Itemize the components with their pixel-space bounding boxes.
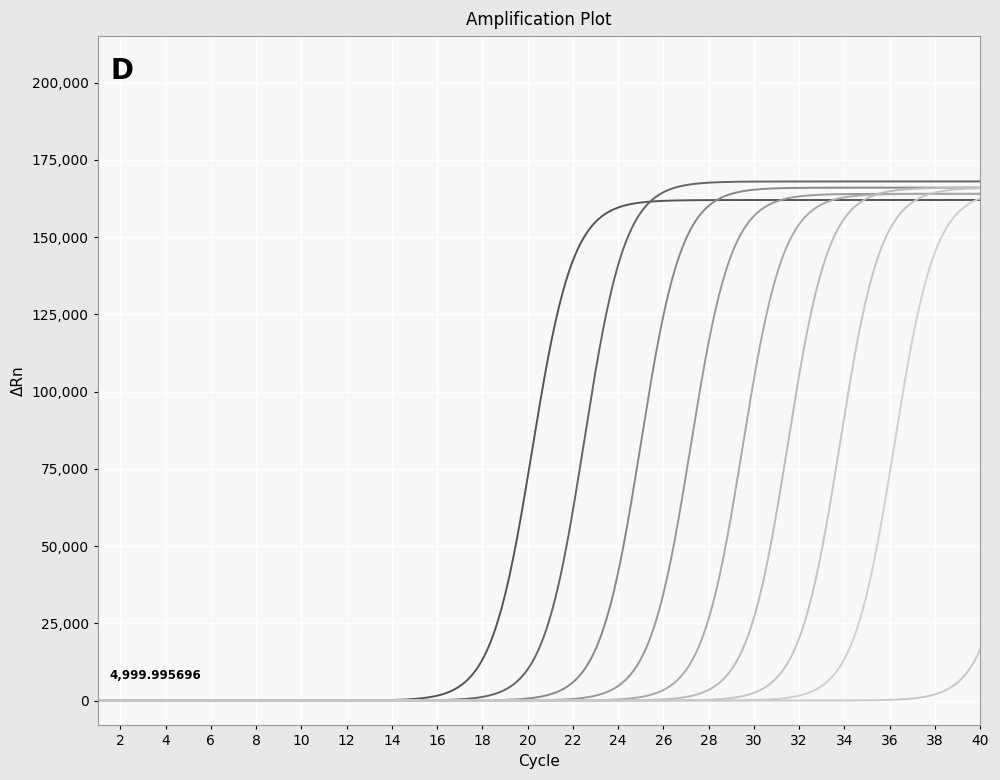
- Y-axis label: ΔRn: ΔRn: [11, 366, 26, 396]
- X-axis label: Cycle: Cycle: [518, 754, 560, 769]
- Text: 4,999.995696: 4,999.995696: [109, 669, 201, 682]
- Title: Amplification Plot: Amplification Plot: [466, 11, 612, 29]
- Text: D: D: [111, 57, 134, 85]
